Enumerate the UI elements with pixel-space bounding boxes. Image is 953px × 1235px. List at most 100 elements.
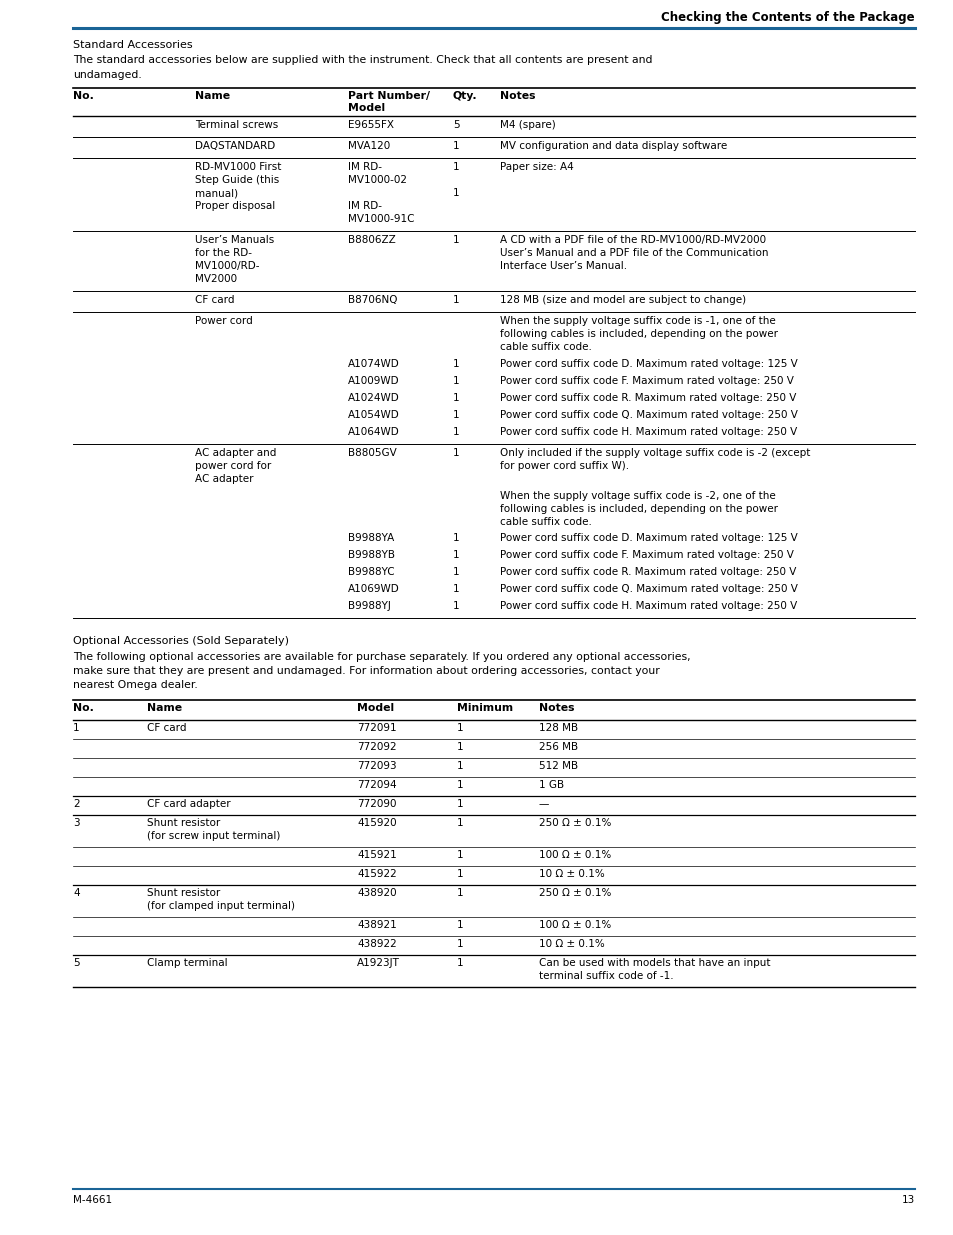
Text: The following optional accessories are available for purchase separately. If you: The following optional accessories are a… xyxy=(73,652,690,662)
Text: 415921: 415921 xyxy=(356,850,396,860)
Text: CF card adapter: CF card adapter xyxy=(147,799,231,809)
Text: 1: 1 xyxy=(453,375,459,387)
Text: 512 MB: 512 MB xyxy=(538,761,578,771)
Text: terminal suffix code of -1.: terminal suffix code of -1. xyxy=(538,971,673,981)
Text: MVA120: MVA120 xyxy=(348,141,390,151)
Text: AC adapter: AC adapter xyxy=(194,474,253,484)
Text: manual): manual) xyxy=(194,188,238,198)
Text: power cord for: power cord for xyxy=(194,461,271,471)
Text: —: — xyxy=(538,799,549,809)
Text: E9655FX: E9655FX xyxy=(348,120,394,130)
Text: Power cord suffix code F. Maximum rated voltage: 250 V: Power cord suffix code F. Maximum rated … xyxy=(499,375,793,387)
Text: 1: 1 xyxy=(453,393,459,403)
Text: 1: 1 xyxy=(456,781,463,790)
Text: Standard Accessories: Standard Accessories xyxy=(73,40,193,49)
Text: Model: Model xyxy=(356,703,394,713)
Text: 5: 5 xyxy=(73,958,79,968)
Text: 5: 5 xyxy=(453,120,459,130)
Text: 1: 1 xyxy=(456,799,463,809)
Text: MV1000/RD-: MV1000/RD- xyxy=(194,261,259,270)
Text: Name: Name xyxy=(147,703,182,713)
Text: 415920: 415920 xyxy=(356,818,396,827)
Text: 1: 1 xyxy=(453,427,459,437)
Text: Shunt resistor: Shunt resistor xyxy=(147,818,220,827)
Text: Shunt resistor: Shunt resistor xyxy=(147,888,220,898)
Text: 1: 1 xyxy=(453,359,459,369)
Text: 772092: 772092 xyxy=(356,742,396,752)
Text: A1074WD: A1074WD xyxy=(348,359,399,369)
Text: 438920: 438920 xyxy=(356,888,396,898)
Text: 1: 1 xyxy=(453,295,459,305)
Text: 100 Ω ± 0.1%: 100 Ω ± 0.1% xyxy=(538,920,611,930)
Text: IM RD-: IM RD- xyxy=(348,201,381,211)
Text: 1: 1 xyxy=(456,722,463,734)
Text: The standard accessories below are supplied with the instrument. Check that all : The standard accessories below are suppl… xyxy=(73,56,652,65)
Text: 1: 1 xyxy=(73,722,79,734)
Text: M-4661: M-4661 xyxy=(73,1195,112,1205)
Text: cable suffix code.: cable suffix code. xyxy=(499,517,591,527)
Text: for power cord suffix W).: for power cord suffix W). xyxy=(499,461,628,471)
Text: A1923JT: A1923JT xyxy=(356,958,399,968)
Text: When the supply voltage suffix code is -2, one of the: When the supply voltage suffix code is -… xyxy=(499,492,775,501)
Text: make sure that they are present and undamaged. For information about ordering ac: make sure that they are present and unda… xyxy=(73,666,659,676)
Text: 438922: 438922 xyxy=(356,939,396,948)
Text: Proper disposal: Proper disposal xyxy=(194,201,275,211)
Text: following cables is included, depending on the power: following cables is included, depending … xyxy=(499,329,778,338)
Text: following cables is included, depending on the power: following cables is included, depending … xyxy=(499,504,778,514)
Text: A1024WD: A1024WD xyxy=(348,393,399,403)
Text: 256 MB: 256 MB xyxy=(538,742,578,752)
Text: 1: 1 xyxy=(453,162,459,172)
Text: Minimum: Minimum xyxy=(456,703,513,713)
Text: 1: 1 xyxy=(456,920,463,930)
Text: No.: No. xyxy=(73,703,93,713)
Text: (for clamped input terminal): (for clamped input terminal) xyxy=(147,902,294,911)
Text: 1: 1 xyxy=(453,550,459,559)
Text: Power cord suffix code H. Maximum rated voltage: 250 V: Power cord suffix code H. Maximum rated … xyxy=(499,427,797,437)
Text: When the supply voltage suffix code is -1, one of the: When the supply voltage suffix code is -… xyxy=(499,316,775,326)
Text: A CD with a PDF file of the RD-MV1000/RD-MV2000: A CD with a PDF file of the RD-MV1000/RD… xyxy=(499,235,765,245)
Text: Terminal screws: Terminal screws xyxy=(194,120,278,130)
Text: 1: 1 xyxy=(453,567,459,577)
Text: 4: 4 xyxy=(73,888,79,898)
Text: B9988YA: B9988YA xyxy=(348,534,394,543)
Text: 1: 1 xyxy=(456,958,463,968)
Text: Interface User’s Manual.: Interface User’s Manual. xyxy=(499,261,626,270)
Text: 772091: 772091 xyxy=(356,722,396,734)
Text: 1: 1 xyxy=(456,761,463,771)
Text: Power cord: Power cord xyxy=(194,316,253,326)
Text: 772090: 772090 xyxy=(356,799,396,809)
Text: 2: 2 xyxy=(73,799,79,809)
Text: 1: 1 xyxy=(453,448,459,458)
Text: Step Guide (this: Step Guide (this xyxy=(194,175,279,185)
Text: 10 Ω ± 0.1%: 10 Ω ± 0.1% xyxy=(538,869,604,879)
Text: Model: Model xyxy=(348,103,385,112)
Text: 1: 1 xyxy=(456,939,463,948)
Text: 3: 3 xyxy=(73,818,79,827)
Text: A1069WD: A1069WD xyxy=(348,584,399,594)
Text: Power cord suffix code R. Maximum rated voltage: 250 V: Power cord suffix code R. Maximum rated … xyxy=(499,393,796,403)
Text: for the RD-: for the RD- xyxy=(194,248,252,258)
Text: B9988YB: B9988YB xyxy=(348,550,395,559)
Text: 1: 1 xyxy=(453,188,459,198)
Text: Power cord suffix code R. Maximum rated voltage: 250 V: Power cord suffix code R. Maximum rated … xyxy=(499,567,796,577)
Text: 250 Ω ± 0.1%: 250 Ω ± 0.1% xyxy=(538,888,611,898)
Text: Part Number/: Part Number/ xyxy=(348,91,430,101)
Text: nearest Omega dealer.: nearest Omega dealer. xyxy=(73,680,197,690)
Text: 1: 1 xyxy=(453,534,459,543)
Text: 1: 1 xyxy=(453,141,459,151)
Text: Paper size: A4: Paper size: A4 xyxy=(499,162,573,172)
Text: User’s Manuals: User’s Manuals xyxy=(194,235,274,245)
Text: B9988YC: B9988YC xyxy=(348,567,395,577)
Text: 1: 1 xyxy=(456,818,463,827)
Text: Power cord suffix code Q. Maximum rated voltage: 250 V: Power cord suffix code Q. Maximum rated … xyxy=(499,410,797,420)
Text: Checking the Contents of the Package: Checking the Contents of the Package xyxy=(660,11,914,23)
Text: 1: 1 xyxy=(453,235,459,245)
Text: CF card: CF card xyxy=(194,295,234,305)
Text: 1: 1 xyxy=(456,869,463,879)
Text: 772094: 772094 xyxy=(356,781,396,790)
Text: No.: No. xyxy=(73,91,93,101)
Text: MV2000: MV2000 xyxy=(194,274,237,284)
Text: AC adapter and: AC adapter and xyxy=(194,448,276,458)
Text: Can be used with models that have an input: Can be used with models that have an inp… xyxy=(538,958,770,968)
Text: 100 Ω ± 0.1%: 100 Ω ± 0.1% xyxy=(538,850,611,860)
